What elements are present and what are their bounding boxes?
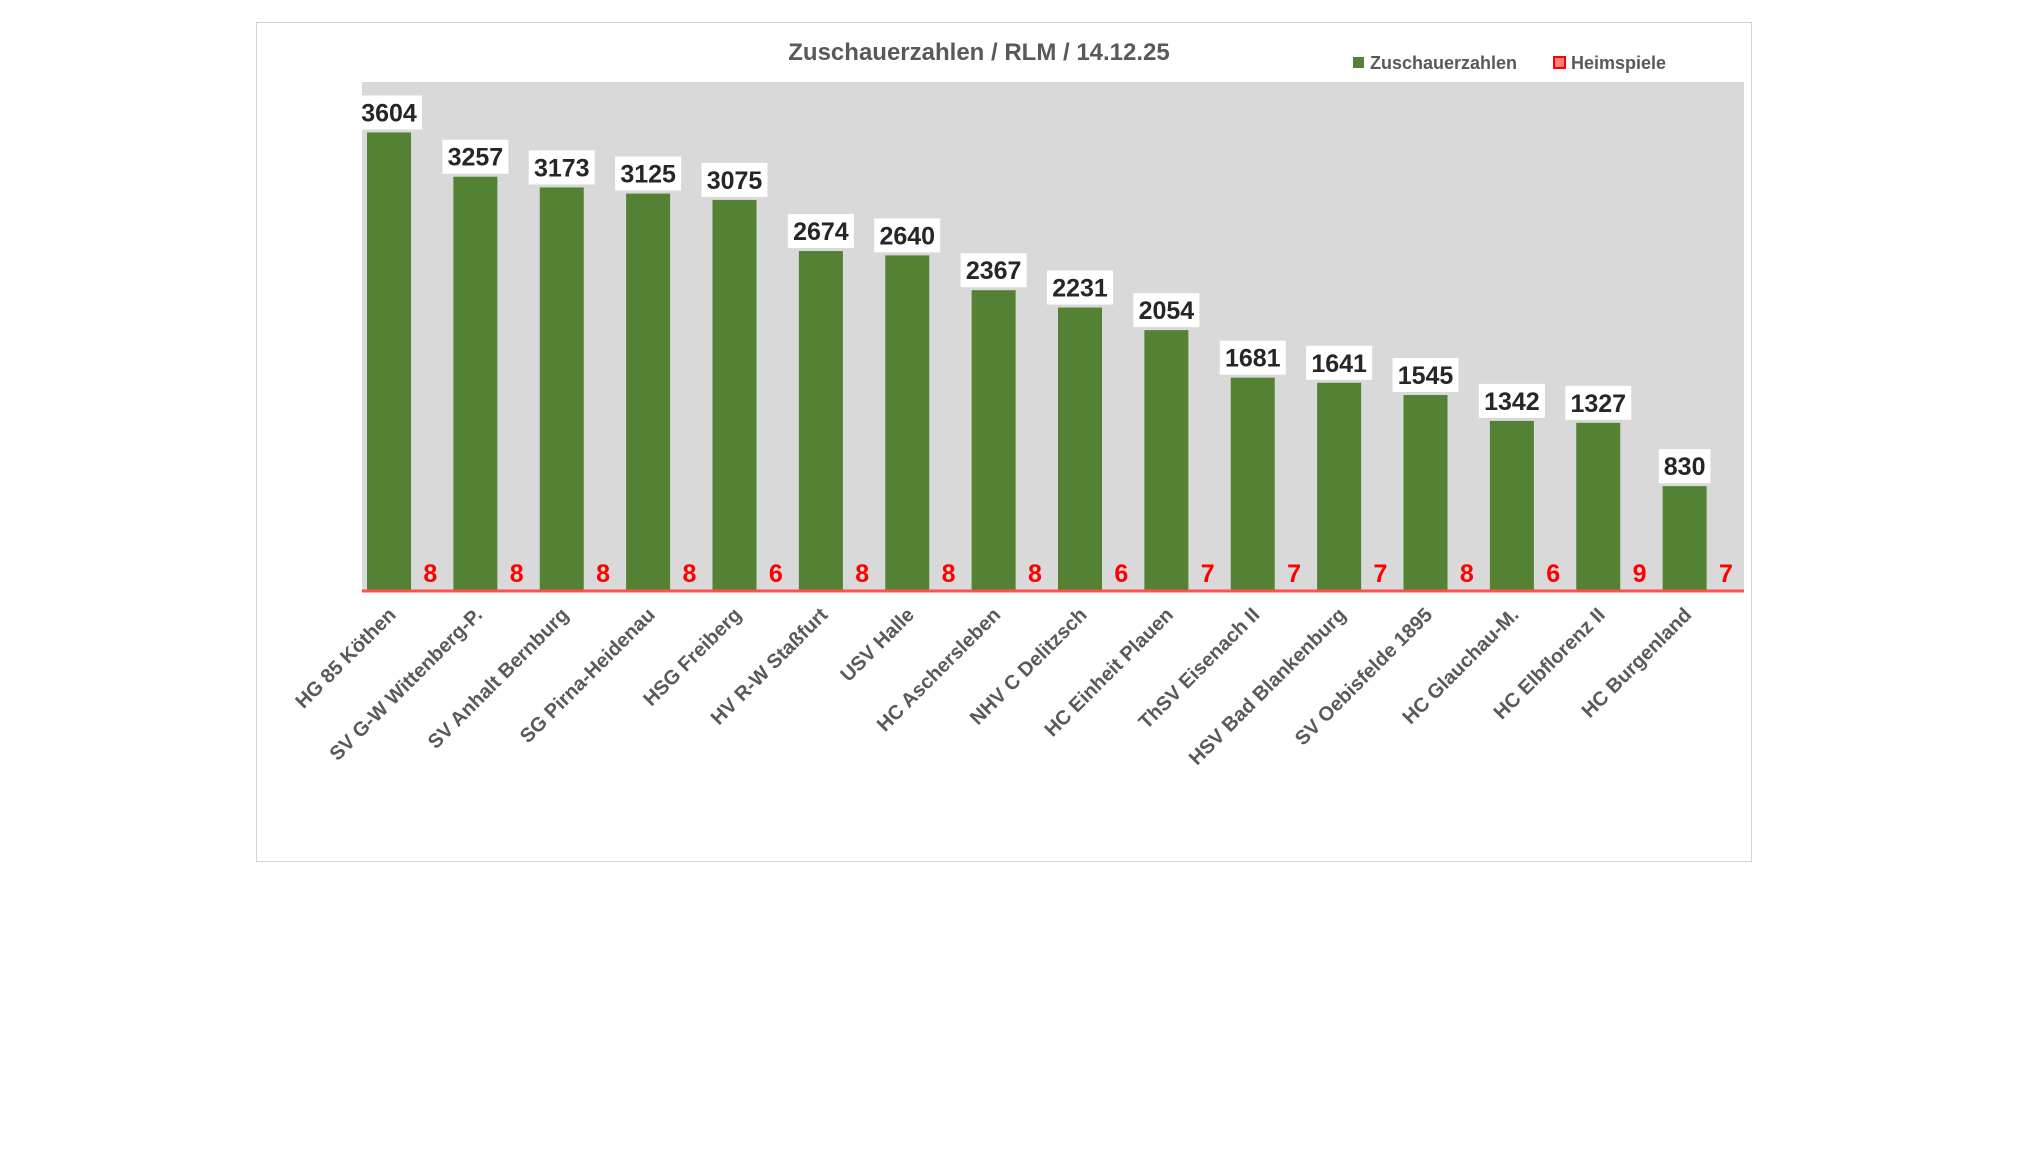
value-label-box [1392, 358, 1459, 393]
value-label: 3125 [620, 161, 676, 189]
bar [1144, 330, 1189, 592]
bar [1058, 307, 1102, 592]
legend-label-zuschauerzahlen: Zuschauerzahlen [1370, 53, 1517, 73]
value-label: 1342 [1484, 388, 1540, 416]
value-label-box [615, 156, 682, 191]
value-label-box [701, 162, 768, 197]
heimspiele-label: 8 [942, 560, 956, 588]
bar [539, 187, 584, 592]
heimspiele-label: 7 [1287, 560, 1301, 588]
heimspiele-label: 8 [683, 560, 697, 588]
value-label-box [1478, 383, 1545, 418]
value-label: 830 [1664, 453, 1706, 481]
value-label-box [1658, 449, 1711, 484]
value-label: 1681 [1225, 345, 1281, 373]
bar [1403, 395, 1448, 592]
value-label: 2640 [879, 222, 935, 250]
value-label: 1327 [1570, 390, 1626, 418]
heimspiele-label: 8 [1460, 560, 1474, 588]
value-label-box [356, 95, 422, 130]
legend-swatch-heimspiele [1553, 56, 1566, 69]
chart-title: Zuschauerzahlen / RLM / 14.12.25 [788, 39, 1169, 66]
value-labels: 3604 3257 3173 3125 3075 2674 2640 2367 2231 2054… [356, 95, 1711, 484]
bar [626, 193, 671, 592]
value-label-box [1133, 293, 1200, 328]
heimspiele-label: 8 [596, 560, 610, 588]
category-label: USV Halle [836, 604, 918, 686]
chart-frame: Zuschauerzahlen / RLM / 14.12.25 Zuschau… [256, 22, 1752, 862]
value-label: 1545 [1398, 362, 1454, 390]
bar-chart: Zuschauerzahlen / RLM / 14.12.25 Zuschau… [291, 39, 1744, 770]
heimspiele-labels: 8 8 8 8 6 8 8 8 6 7 7 7 8 6 9 7 [423, 560, 1733, 588]
bar [367, 132, 411, 592]
value-label-box [960, 253, 1027, 288]
bar [453, 176, 498, 593]
bar [971, 290, 1016, 592]
category-label: HSV Bad Blankenburg [1185, 604, 1351, 770]
value-label: 2367 [966, 257, 1022, 285]
value-label-box [1306, 345, 1373, 380]
value-label-box [1565, 385, 1632, 420]
bar [1317, 382, 1362, 592]
heimspiele-label: 8 [423, 560, 437, 588]
value-label-box [528, 150, 595, 185]
value-label-box [442, 139, 509, 174]
heimspiele-label: 7 [1201, 560, 1215, 588]
heimspiele-label: 6 [1546, 560, 1560, 588]
value-label: 3173 [534, 154, 590, 182]
value-label: 3075 [707, 167, 763, 195]
heimspiele-label: 6 [1114, 560, 1128, 588]
value-label-box [1047, 270, 1113, 305]
category-label: SV G-W Wittenberg-P. [326, 604, 487, 765]
value-label-box [874, 218, 941, 253]
heimspiele-label: 8 [1028, 560, 1042, 588]
value-label-box [787, 214, 854, 249]
heimspiele-label: 8 [510, 560, 524, 588]
category-label: SV Anhalt Bernburg [424, 604, 573, 753]
heimspiele-label: 9 [1633, 560, 1647, 588]
legend-swatch-zuschauerzahlen [1353, 57, 1364, 68]
value-label: 2674 [793, 218, 849, 246]
value-label: 1641 [1311, 350, 1367, 378]
heimspiele-label: 8 [855, 560, 869, 588]
bar [1230, 377, 1275, 592]
bar [1662, 486, 1707, 592]
heimspiele-label: 7 [1719, 560, 1733, 588]
heimspiele-label: 7 [1374, 560, 1388, 588]
value-label: 2231 [1052, 275, 1108, 303]
bar [712, 199, 757, 592]
legend-label-heimspiele: Heimspiele [1571, 53, 1666, 73]
bar-series-zuschauerzahlen [367, 132, 1707, 593]
bar [1489, 420, 1534, 592]
legend: Zuschauerzahlen Heimspiele [1353, 53, 1666, 73]
bar [798, 251, 843, 592]
value-label: 2054 [1139, 297, 1195, 325]
bar [1576, 422, 1621, 592]
heimspiele-label: 6 [769, 560, 783, 588]
value-label-box [1219, 340, 1286, 375]
value-label: 3604 [361, 99, 417, 127]
bar [885, 255, 930, 592]
value-label: 3257 [448, 144, 504, 172]
